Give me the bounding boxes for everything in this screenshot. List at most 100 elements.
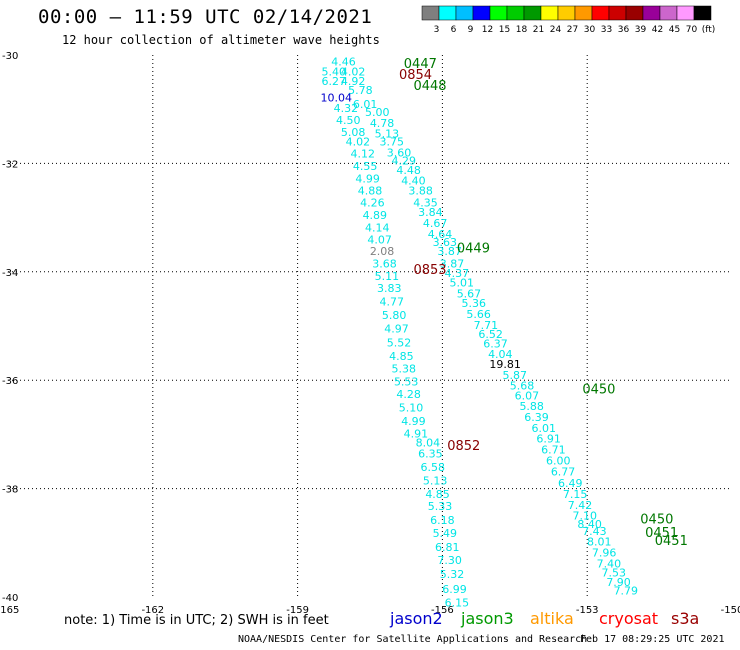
wave-height-value: 7.15 xyxy=(563,488,588,501)
wave-height-value: 4.04 xyxy=(488,348,513,361)
pass-time-label: 0852 xyxy=(447,439,480,454)
wave-height-value: 4.48 xyxy=(396,164,421,177)
wave-height-value: 3.84 xyxy=(418,206,443,219)
wave-height-value: 2.08 xyxy=(370,245,395,258)
wave-height-value: 4.12 xyxy=(351,148,376,161)
wave-height-value: 5.13 xyxy=(375,128,400,141)
legend-jason2: jason2 xyxy=(390,609,443,628)
wave-height-value: 4.78 xyxy=(370,117,395,130)
footer-timestamp: Feb 17 08:29:25 UTC 2021 xyxy=(580,634,725,645)
lat-tick-label: -32 xyxy=(2,159,18,170)
lat-tick-label: -34 xyxy=(2,268,18,279)
wave-height-value: 7.10 xyxy=(573,510,598,523)
pass-time-label: 0448 xyxy=(413,79,446,94)
wave-height-value: 6.01 xyxy=(353,98,378,111)
wave-height-value: 3.63 xyxy=(433,236,458,249)
scale-label: 18 xyxy=(516,25,528,35)
scale-label: 70 xyxy=(686,25,698,35)
wave-height-value: 5.68 xyxy=(510,380,535,393)
wave-height-value: 6.07 xyxy=(515,389,540,402)
wave-height-value: 6.71 xyxy=(541,444,566,457)
wave-height-value: 4.37 xyxy=(445,267,470,280)
wave-height-value: 5.53 xyxy=(394,375,419,388)
wave-height-value: 4.99 xyxy=(355,173,380,186)
wave-height-value: 4.35 xyxy=(413,196,438,209)
page-title: 00:00 — 11:59 UTC 02/14/2021 xyxy=(38,6,373,28)
wave-height-value: 4.88 xyxy=(358,185,383,198)
page-subtitle: 12 hour collection of altimeter wave hei… xyxy=(62,33,380,47)
lon-tick-label: -165 xyxy=(0,605,19,616)
wave-height-value: 7.96 xyxy=(592,547,617,560)
wave-height-value: 6.01 xyxy=(532,422,557,435)
wave-height-value: 4.28 xyxy=(396,388,421,401)
wave-height-value: 5.32 xyxy=(440,568,465,581)
wave-height-value: 6.91 xyxy=(536,433,561,446)
wave-height-value: 6.15 xyxy=(445,596,470,609)
wave-height-value: 4.14 xyxy=(365,221,390,234)
lat-tick-label: -30 xyxy=(2,51,18,62)
wave-height-value: 6.52 xyxy=(478,328,503,341)
wave-height-value: 3.83 xyxy=(377,282,402,295)
wave-height-value: 4.55 xyxy=(353,160,378,173)
wave-height-value: 5.78 xyxy=(348,84,373,97)
wave-height-value: 4.50 xyxy=(336,114,361,127)
wave-height-value: 4.97 xyxy=(384,323,409,336)
wave-height-value: 5.36 xyxy=(462,297,487,310)
wave-height-value: 8.40 xyxy=(577,518,602,531)
wave-height-value: 5.13 xyxy=(423,474,448,487)
scale-label: 9 xyxy=(468,25,474,35)
pass-time-label: 0450 xyxy=(640,512,673,527)
wave-height-value: 7.79 xyxy=(614,584,639,597)
scale-label: 36 xyxy=(618,25,630,35)
wave-height-value: 6.99 xyxy=(442,583,467,596)
wave-height-value: 5.40 xyxy=(322,65,347,78)
lon-tick-label: -150 xyxy=(721,605,740,616)
units-note: note: 1) Time is in UTC; 2) SWH is in fe… xyxy=(64,613,329,628)
wave-height-value: 6.00 xyxy=(546,454,571,467)
lat-tick-label: -40 xyxy=(2,593,18,604)
wave-height-value: 6.58 xyxy=(420,461,445,474)
wave-height-value: 4.07 xyxy=(367,233,392,246)
wave-height-value: 7.71 xyxy=(474,319,499,332)
wave-height-value: 4.91 xyxy=(404,427,429,440)
wave-height-value: 4.85 xyxy=(389,350,414,363)
scale-label: 21 xyxy=(533,25,544,35)
wave-height-value: 4.46 xyxy=(331,56,356,69)
wave-height-value: 7.42 xyxy=(568,499,593,512)
legend-altika: altika xyxy=(530,609,574,628)
wave-height-value: 3.87 xyxy=(440,258,465,271)
wave-height-value: 5.10 xyxy=(399,401,424,414)
legend-s3a: s3a xyxy=(671,609,700,628)
lon-tick-label: -153 xyxy=(576,605,599,616)
wave-height-value: 4.64 xyxy=(428,228,453,241)
wave-height-value: 5.38 xyxy=(392,362,417,375)
wave-height-value: 3.68 xyxy=(372,258,397,271)
wave-height-value: 4.02 xyxy=(341,65,366,78)
wave-height-value: 4.29 xyxy=(392,155,417,168)
wave-height-value: 5.11 xyxy=(375,270,400,283)
scale-label: 42 xyxy=(652,25,663,35)
color-scale-legend: 3 6 9 12 15 18 21 24 27 30 33 36 39 42 45 70 (ft) xyxy=(421,5,716,35)
wave-height-value: 4.92 xyxy=(341,75,366,88)
wave-height-value: 3.75 xyxy=(379,136,404,149)
wave-height-value: 6.39 xyxy=(524,411,549,424)
wave-height-value: 8.01 xyxy=(587,536,612,549)
lon-tick-label: -159 xyxy=(286,605,309,616)
wave-height-value: 4.85 xyxy=(425,488,450,501)
wave-height-value: 5.66 xyxy=(466,308,491,321)
pass-time-label: 0449 xyxy=(457,241,490,256)
wave-height-value: 6.18 xyxy=(430,514,455,527)
pass-time-label: 0450 xyxy=(582,382,615,397)
wave-height-value: 5.80 xyxy=(382,309,407,322)
wave-height-value: 7.53 xyxy=(601,567,626,580)
lat-tick-label: -36 xyxy=(2,376,18,387)
pass-time-label: 0451 xyxy=(645,526,678,541)
footer-credit: NOAA/NESDIS Center for Satellite Applica… xyxy=(238,634,588,645)
wave-height-value: 8.04 xyxy=(416,437,441,450)
wave-height-value: 4.89 xyxy=(363,209,388,222)
scale-label: 24 xyxy=(550,25,562,35)
legend-cryosat: cryosat xyxy=(599,609,659,628)
scale-label: (ft) xyxy=(702,25,716,35)
wave-height-value: 4.02 xyxy=(346,136,371,149)
